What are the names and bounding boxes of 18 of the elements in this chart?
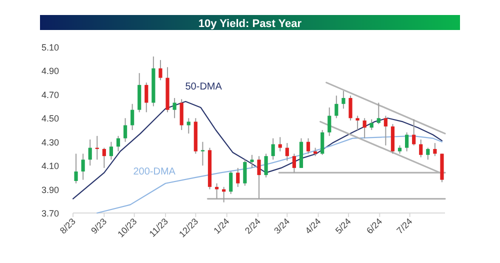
y-tick-label: 4.90 <box>41 66 59 76</box>
x-tick-label: 8/23 <box>58 216 78 236</box>
series-label: 50-DMA <box>185 82 222 93</box>
x-tick-label: 7/24 <box>394 216 414 236</box>
y-tick-label: 4.70 <box>41 90 59 100</box>
x-tick-label: 6/24 <box>364 216 384 236</box>
y-tick-label: 4.10 <box>41 161 59 172</box>
y-tick-label: 4.30 <box>41 137 59 148</box>
series-label: 200-DMA <box>133 166 176 178</box>
y-tick-label: 4.50 <box>41 114 59 124</box>
x-tick-label: 4/24 <box>303 216 323 236</box>
x-tick-label: 9/23 <box>89 216 109 236</box>
y-tick-label: 5.10 <box>41 42 59 52</box>
x-tick-label: 5/24 <box>333 216 353 236</box>
x-tick-label: 3/24 <box>272 216 292 236</box>
y-tick-label: 3.70 <box>41 208 59 218</box>
chart-title: 10y Yield: Past Year <box>198 18 302 30</box>
y-tick-label: 3.90 <box>41 184 59 195</box>
